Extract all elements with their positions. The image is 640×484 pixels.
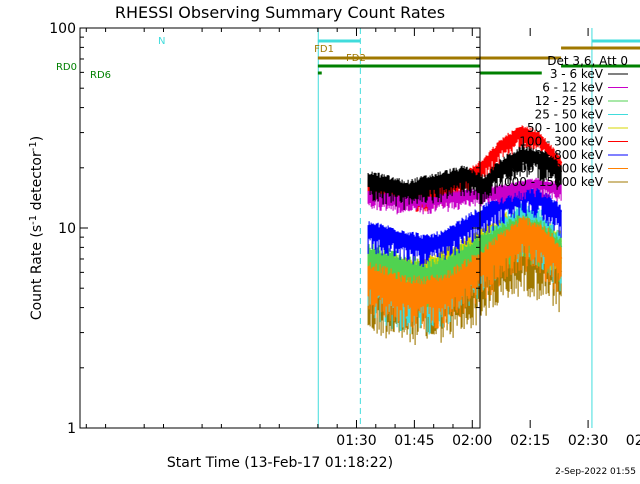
status-bar-rd6: RD6 <box>90 70 542 81</box>
series-1 <box>367 177 562 215</box>
series-group <box>367 125 563 345</box>
y-axis-ticks: 1 10 100 <box>49 21 480 437</box>
y-tick-label-0: 1 <box>67 421 76 437</box>
status-label-rd6: RD6 <box>90 70 111 81</box>
chart-title: RHESSI Observing Summary Count Rates <box>115 3 445 22</box>
vertical-markers <box>317 28 593 428</box>
status-bar-fd2: FD2 <box>317 53 562 64</box>
y-axis-label: Count Rate (s-1 detector-1) <box>28 136 45 320</box>
status-bar-rd0: RD0 <box>56 62 640 73</box>
x-tick-label-1: 01:45 <box>394 433 434 449</box>
series-line-300-800-kev <box>367 188 563 244</box>
series-line-800-7000-kev <box>367 226 563 290</box>
y-axis-label-close: ) <box>29 136 45 141</box>
legend-title: Det 3,6, Att 0 <box>547 54 628 68</box>
legend-label-100-300-kev: 100 - 300 keV <box>519 135 603 149</box>
series-6 <box>367 183 563 267</box>
y-tick-label-1: 10 <box>58 221 76 237</box>
y-tick-label-2: 100 <box>49 21 76 37</box>
legend-label-3-6-kev: 3 - 6 keV <box>550 67 604 81</box>
y-axis-label-tail: detector <box>29 151 45 215</box>
legend-label-25-50-kev: 25 - 50 keV <box>535 108 604 122</box>
series-line-6-12-kev <box>367 180 562 201</box>
x-axis-label: Start Time (13-Feb-17 01:18:22) <box>167 455 393 471</box>
status-label-rd0: RD0 <box>56 62 77 73</box>
legend-label-6-12-kev: 6 - 12 keV <box>542 81 604 95</box>
legend-label-300-800-kev: 300 - 800 keV <box>519 148 603 162</box>
y-axis-label-main: Count Rate (s <box>29 225 45 320</box>
series-band-800-7000-kev <box>367 216 562 330</box>
status-bar-fd1: FD1 <box>314 44 640 55</box>
status-label-n: N <box>158 36 165 47</box>
series-7 <box>367 216 563 330</box>
status-bar-n: N <box>158 36 640 47</box>
x-tick-label-4: 02:30 <box>568 433 608 449</box>
series-0 <box>367 144 563 210</box>
legend-label-7000-15000-kev: 7000 - 15000 keV <box>496 175 603 189</box>
status-label-fd1: FD1 <box>314 44 334 55</box>
x-axis-ticks: 01:30 01:45 02:00 02:15 02:30 02:45 <box>85 28 640 449</box>
legend-label-50-100-kev: 50 - 100 keV <box>527 121 604 135</box>
x-tick-label-3: 02:15 <box>510 433 550 449</box>
x-tick-label-5: 02:45 <box>626 433 640 449</box>
status-bars: N FD1 FD2 RD0 RD6 <box>56 36 640 81</box>
series-band-6-12-kev <box>367 177 562 215</box>
y-axis-label-superscript-2: -1 <box>28 141 39 151</box>
x-tick-label-2: 02:00 <box>452 433 492 449</box>
series-line-3-6-kev <box>367 150 563 189</box>
status-label-fd2: FD2 <box>346 53 366 64</box>
legend-label-800-7000-kev: 800 - 7000 keV <box>512 162 604 176</box>
y-axis-label-superscript: -1 <box>28 215 39 225</box>
legend-label-12-25-kev: 12 - 25 keV <box>535 94 604 108</box>
footer-date: 2-Sep-2022 01:55 <box>555 467 636 477</box>
series-band-3-6-kev <box>367 144 562 210</box>
x-tick-label-0: 01:30 <box>336 433 376 449</box>
